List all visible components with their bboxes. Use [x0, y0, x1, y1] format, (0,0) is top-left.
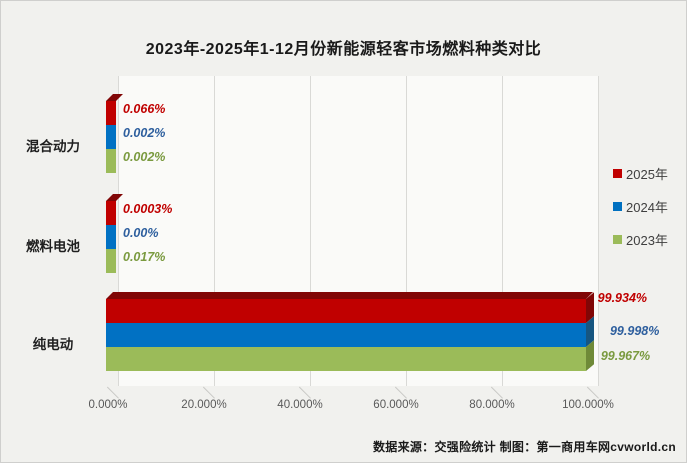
x-tick-label: 60.000% — [373, 399, 419, 411]
gridline — [214, 76, 215, 386]
bar — [106, 323, 586, 347]
x-tick-label: 80.000% — [469, 399, 515, 411]
leader-line — [2, 1, 15, 5]
legend-item: 2023年 — [613, 230, 668, 248]
bar — [106, 249, 116, 273]
chart-title: 2023年-2025年1-12月份新能源轻客市场燃料种类对比 — [145, 41, 542, 58]
floor-tick — [490, 386, 503, 398]
legend-item: 2024年 — [613, 197, 668, 215]
legend-swatch — [613, 234, 622, 244]
source-note: 数据来源：交强险统计 制图：第一商用车网cvworld.cn — [372, 440, 676, 454]
gridline — [502, 76, 503, 386]
legend-label: 2023年 — [626, 232, 668, 248]
x-tick-label: 0.000% — [88, 399, 128, 411]
floor-tick — [106, 386, 119, 398]
category-label: 纯电动 — [32, 337, 74, 352]
leader-line — [2, 1, 15, 5]
floor-tick — [394, 386, 407, 398]
bar-label: 0.002% — [123, 150, 166, 164]
legend-item: 2025年 — [613, 164, 668, 182]
bar-label: 0.017% — [123, 250, 166, 264]
bar — [106, 299, 586, 323]
bar-label: 99.998% — [609, 324, 660, 338]
bar-label: 0.066% — [123, 102, 166, 116]
gridline — [406, 76, 407, 386]
leader-line — [2, 1, 15, 4]
gridline — [598, 76, 599, 386]
leader-line — [2, 1, 15, 5]
legend-swatch — [613, 201, 622, 211]
leader-line — [2, 1, 15, 5]
legend-swatch — [613, 168, 622, 178]
leader-line — [2, 1, 15, 5]
bar-label: 0.00% — [123, 226, 159, 240]
leader-line — [2, 1, 15, 5]
gridline — [118, 76, 119, 386]
bar — [106, 101, 116, 125]
category-label: 混合动力 — [26, 139, 80, 154]
floor-tick — [586, 386, 599, 398]
legend-label: 2025年 — [626, 166, 668, 182]
bar-label: 99.934% — [597, 291, 648, 305]
x-tick-label: 40.000% — [277, 399, 323, 411]
leader-line — [3, 1, 18, 6]
bar — [106, 201, 116, 225]
bar-top-face — [106, 292, 593, 299]
bar-label: 0.002% — [123, 126, 166, 140]
x-tick-label: 20.000% — [181, 399, 227, 411]
gridline — [310, 76, 311, 386]
bar-label: 0.0003% — [123, 202, 173, 216]
bar — [106, 347, 586, 371]
bar — [106, 225, 116, 249]
legend-label: 2024年 — [626, 199, 668, 215]
bar-label: 99.967% — [600, 349, 651, 363]
floor-tick — [298, 386, 311, 398]
category-label: 燃料电池 — [26, 239, 80, 254]
bar — [106, 149, 116, 173]
bar — [106, 125, 116, 149]
floor-tick — [202, 386, 215, 398]
leader-line — [1, 1, 15, 2]
x-tick-label: 100.000% — [562, 399, 614, 411]
